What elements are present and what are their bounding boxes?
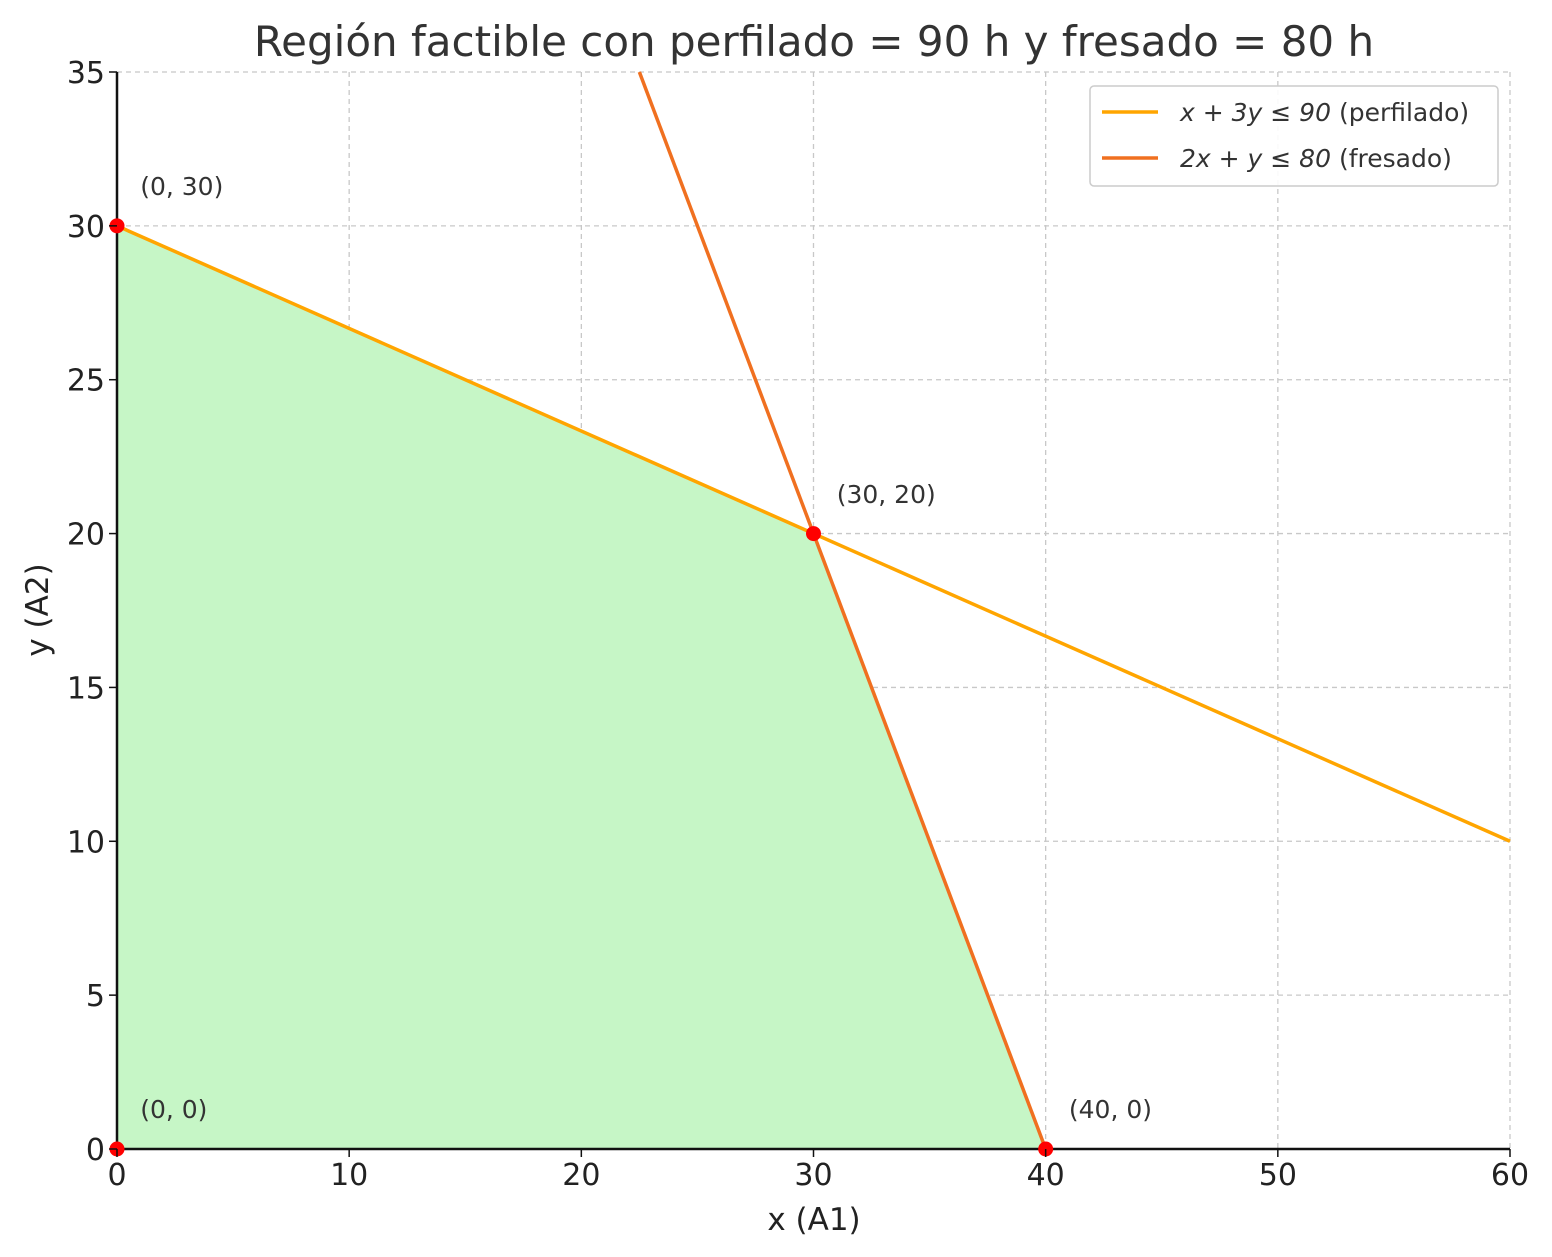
legend-entry-2: 2x + y ≤ 80 (fresado) <box>1180 144 1452 173</box>
x-tick-label: 50 <box>1259 1158 1297 1193</box>
tick-labels: 0 10 20 30 40 50 60 0 5 10 15 20 25 30 35 <box>67 56 1529 1193</box>
legend-math: 2x + y ≤ 80 <box>1180 144 1331 173</box>
y-tick-label: 30 <box>67 210 105 245</box>
vertex-label: (0, 0) <box>140 1095 207 1124</box>
legend-note: (fresado) <box>1331 144 1452 173</box>
legend-note: (perfilado) <box>1331 98 1469 127</box>
x-tick-label: 40 <box>1027 1158 1065 1193</box>
x-tick-label: 10 <box>330 1158 368 1193</box>
legend-math: x + 3y ≤ 90 <box>1179 98 1331 127</box>
x-tick-label: 20 <box>562 1158 600 1193</box>
vertex-label: (40, 0) <box>1069 1095 1152 1124</box>
x-axis-label: x (A1) <box>767 1202 860 1238</box>
chart-title: Región factible con perfilado = 90 h y f… <box>254 17 1374 66</box>
y-axis-label: y (A2) <box>20 563 56 656</box>
x-tick-label: 0 <box>107 1158 126 1193</box>
y-tick-label: 5 <box>86 979 105 1014</box>
legend-box <box>1089 85 1499 187</box>
series-line-2 <box>637 71 1048 1150</box>
y-tick-label: 20 <box>67 518 105 553</box>
y-tick-label: 15 <box>67 671 105 706</box>
vertex-label: (0, 30) <box>140 172 223 201</box>
vertex-points: (0, 30) (30, 20) (40, 0) (0, 0) <box>109 172 1152 1157</box>
vertex-point <box>806 526 821 542</box>
y-tick-label: 35 <box>67 56 105 91</box>
feasible-region <box>117 225 1046 1149</box>
x-tick-label: 60 <box>1491 1158 1529 1193</box>
x-tick-label: 30 <box>794 1158 832 1193</box>
legend-entry-1: x + 3y ≤ 90 (perfilado) <box>1179 98 1469 127</box>
legend: x + 3y ≤ 90 (perfilado)2x + y ≤ 80 (fres… <box>1089 85 1499 187</box>
y-tick-label: 10 <box>67 825 105 860</box>
y-tick-label: 25 <box>67 364 105 399</box>
feasible-region-layer <box>117 225 1046 1149</box>
vertex-label: (30, 20) <box>837 480 936 509</box>
y-tick-label: 0 <box>86 1133 105 1168</box>
